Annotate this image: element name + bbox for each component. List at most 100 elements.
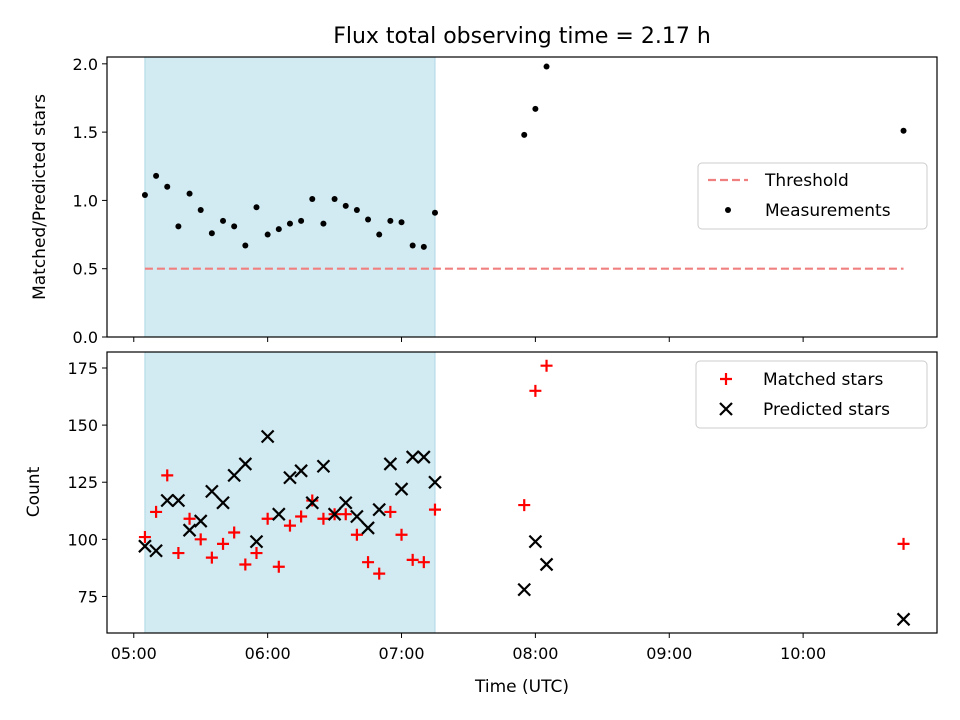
predicted-star-point bbox=[260, 429, 275, 444]
measurement-point bbox=[298, 217, 305, 224]
matched-star-point bbox=[228, 526, 241, 539]
measurement-point bbox=[141, 191, 148, 198]
predicted-star-point bbox=[216, 496, 230, 510]
predicted-star-point bbox=[896, 612, 911, 627]
chart-title: Flux total observing time = 2.17 h bbox=[333, 24, 711, 49]
matched-star-point bbox=[362, 556, 375, 569]
measurement-point bbox=[431, 209, 438, 216]
predicted-star-point bbox=[171, 493, 186, 508]
count-y-tick-label: 150 bbox=[67, 416, 98, 435]
predicted-star-point bbox=[193, 514, 208, 528]
matched-star-point bbox=[239, 558, 252, 571]
predicted-star-point bbox=[428, 475, 442, 489]
matched-star-point bbox=[283, 519, 296, 532]
predicted-star-point bbox=[160, 493, 175, 508]
predicted-star-point bbox=[182, 523, 197, 537]
matched-star-point bbox=[150, 505, 163, 518]
measurement-point bbox=[331, 196, 338, 203]
predicted-star-point bbox=[205, 484, 219, 499]
measurement-point bbox=[197, 206, 204, 213]
predicted-star-point bbox=[528, 534, 543, 549]
matched-star-point bbox=[406, 553, 419, 566]
measurement-point bbox=[532, 105, 539, 112]
measurement-point bbox=[286, 220, 293, 227]
predicted-star-point bbox=[350, 509, 364, 524]
predicted-star-point bbox=[539, 557, 554, 572]
predicted-star-point bbox=[327, 507, 342, 521]
matched-star-point bbox=[317, 512, 330, 525]
ratio-y-tick-label: 1.0 bbox=[73, 191, 98, 210]
x-tick-label: 10:00 bbox=[780, 644, 826, 663]
count-y-tick-label: 125 bbox=[67, 473, 98, 492]
legend-frame bbox=[697, 162, 928, 230]
matched-star-point bbox=[194, 533, 207, 546]
measurement-point bbox=[376, 231, 383, 238]
matched-star-point bbox=[183, 512, 196, 525]
predicted-star-point bbox=[417, 450, 431, 464]
matched-star-point bbox=[417, 556, 430, 569]
matched-star-point bbox=[161, 469, 174, 482]
matched-star-point bbox=[373, 567, 386, 580]
predicted-star-point bbox=[316, 459, 331, 474]
predicted-star-point bbox=[294, 464, 308, 478]
predicted-star-point bbox=[305, 496, 320, 510]
count-y-axis-label: Count bbox=[24, 466, 44, 517]
predicted-star-point bbox=[227, 468, 241, 483]
predicted-star-point bbox=[405, 450, 420, 464]
measurement-point bbox=[320, 220, 327, 227]
count-plot-frame bbox=[106, 351, 938, 634]
measurement-point bbox=[342, 202, 349, 209]
count-y-tick-label: 175 bbox=[67, 359, 98, 378]
count-legend: Matched stars Predicted stars bbox=[695, 360, 928, 429]
matched-star-point bbox=[350, 528, 363, 541]
measurement-point bbox=[186, 190, 193, 197]
legend-label: Threshold bbox=[764, 171, 849, 191]
matched-star-point bbox=[306, 494, 319, 507]
ratio-y-tick-label: 0.5 bbox=[73, 260, 98, 279]
measurement-point bbox=[164, 183, 171, 190]
predicted-star-point bbox=[283, 470, 297, 485]
ratio-plot-frame bbox=[106, 56, 938, 338]
measurement-point bbox=[543, 63, 550, 70]
matched-star-point bbox=[272, 560, 285, 573]
predicted-star-point bbox=[138, 539, 152, 553]
matched-star-point bbox=[518, 499, 531, 512]
measurement-point bbox=[242, 242, 249, 249]
matched-star-point bbox=[339, 508, 352, 521]
predicted-star-point bbox=[394, 482, 409, 496]
matched-star-point bbox=[428, 503, 441, 516]
measurement-point bbox=[409, 242, 416, 249]
legend-predicted-swatch bbox=[719, 402, 733, 416]
predicted-star-point bbox=[249, 534, 264, 549]
matched-star-point bbox=[250, 547, 263, 560]
predicted-star-point bbox=[149, 543, 163, 558]
matched-star-point bbox=[384, 505, 397, 518]
matched-star-point bbox=[529, 384, 542, 397]
legend-measurement-swatch bbox=[725, 207, 731, 213]
ratio-highlight-span bbox=[144, 56, 436, 338]
measurement-point bbox=[353, 206, 360, 213]
count-y-tick-label: 75 bbox=[78, 587, 98, 606]
count-highlight-span bbox=[144, 351, 436, 634]
measurement-point bbox=[153, 172, 160, 179]
legend-label: Matched stars bbox=[763, 370, 883, 390]
predicted-star-point bbox=[383, 457, 398, 471]
matched-star-point bbox=[897, 537, 910, 550]
measurement-point bbox=[264, 231, 271, 238]
measurement-point bbox=[253, 204, 260, 211]
predicted-star-point bbox=[238, 457, 253, 471]
measurement-point bbox=[208, 230, 215, 237]
x-tick-label: 09:00 bbox=[646, 644, 692, 663]
measurement-point bbox=[231, 223, 238, 230]
ratio-y-tick-label: 1.5 bbox=[73, 123, 98, 142]
matched-star-point bbox=[261, 512, 274, 525]
measurement-point bbox=[175, 223, 182, 230]
ratio-y-axis-label: Matched/Predicted stars bbox=[30, 94, 50, 300]
measurement-point bbox=[420, 243, 427, 250]
measurement-point bbox=[275, 226, 282, 233]
predicted-star-point bbox=[517, 582, 532, 597]
ratio-legend: Threshold Measurements bbox=[697, 162, 928, 230]
measurement-point bbox=[521, 131, 528, 138]
legend-label: Predicted stars bbox=[763, 400, 890, 420]
